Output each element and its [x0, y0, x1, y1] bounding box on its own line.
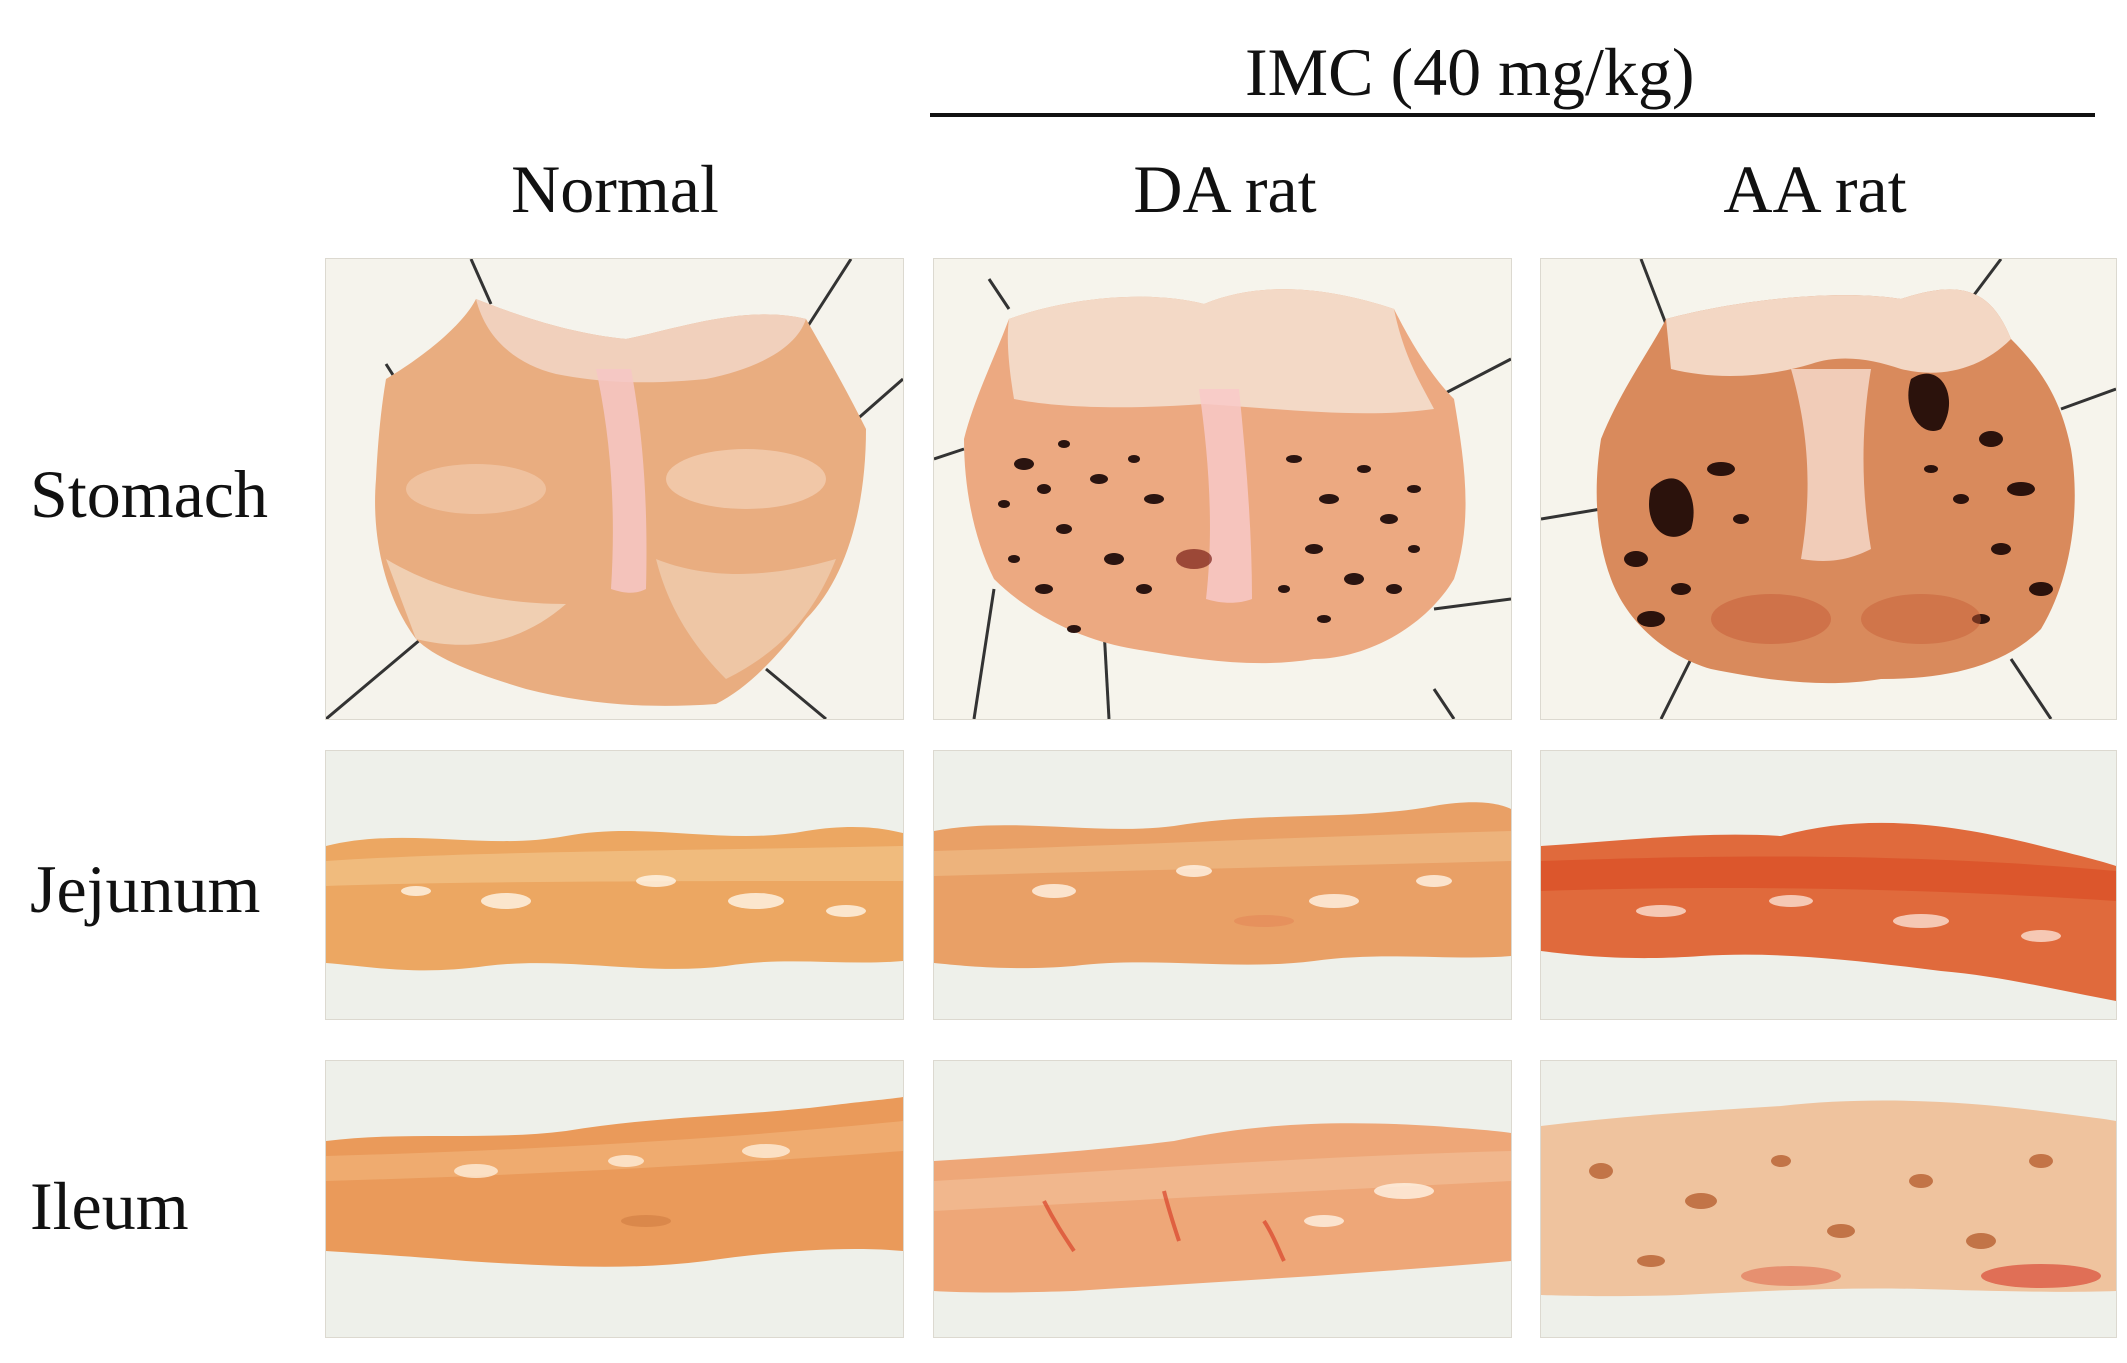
ileum-normal-photo: [325, 1060, 904, 1338]
column-label-aa-rat: AA rat: [1723, 151, 1907, 227]
jejunum-normal-photo: [325, 750, 904, 1020]
stomach-normal-photo: [325, 258, 904, 720]
ileum-aa-rat-photo: [1540, 1060, 2117, 1338]
column-label-da-rat: DA rat: [1133, 151, 1317, 227]
stomach-da-rat-photo: [933, 258, 1512, 720]
row-label-stomach: Stomach: [30, 456, 268, 532]
row-label-jejunum: Jejunum: [30, 851, 261, 927]
row-label-ileum: Ileum: [30, 1168, 189, 1244]
group-bracket-line: [930, 113, 2095, 117]
jejunum-aa-rat-photo: [1540, 750, 2117, 1020]
group-label: IMC (40 mg/kg): [1245, 34, 1695, 110]
column-label-normal: Normal: [511, 151, 719, 227]
stomach-aa-rat-photo: [1540, 258, 2117, 720]
jejunum-da-rat-photo: [933, 750, 1512, 1020]
ileum-da-rat-photo: [933, 1060, 1512, 1338]
